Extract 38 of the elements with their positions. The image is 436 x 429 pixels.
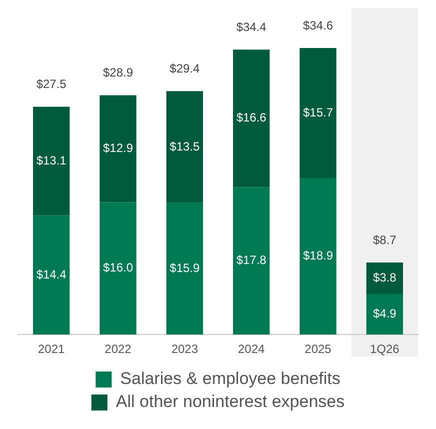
bar — [300, 178, 336, 335]
data-label: $17.8 — [236, 253, 267, 268]
total-label: $27.5 — [36, 77, 67, 92]
bar — [233, 50, 270, 188]
bar — [100, 202, 136, 335]
x-tick-label: 2022 — [104, 342, 132, 356]
data-label: $14.4 — [36, 267, 67, 282]
bar — [300, 48, 336, 178]
bar — [366, 262, 403, 294]
x-tick-label: 1Q26 — [370, 342, 400, 356]
data-label: $15.9 — [170, 261, 200, 276]
x-tick-label: 2024 — [238, 342, 266, 356]
total-label: $34.6 — [302, 18, 334, 32]
total-label: $8.7 — [372, 232, 397, 247]
x-tick-label: 2023 — [171, 342, 198, 356]
bar — [366, 294, 403, 335]
bar — [100, 95, 136, 202]
data-label: $16.0 — [102, 260, 134, 275]
data-label: $15.7 — [302, 105, 334, 120]
total-label: $28.9 — [102, 66, 134, 80]
bar — [166, 91, 203, 203]
bar — [166, 202, 203, 335]
total-label: $34.4 — [236, 20, 267, 34]
data-label: $13.5 — [170, 139, 200, 154]
data-label: $18.9 — [302, 248, 334, 263]
data-label: $4.9 — [372, 306, 397, 321]
x-tick-label: 2025 — [304, 342, 332, 356]
data-label: $13.1 — [36, 153, 67, 168]
data-label: $16.6 — [236, 110, 267, 125]
legend-label: Salaries & employee benefits — [120, 369, 340, 388]
total-label: $29.4 — [170, 61, 200, 76]
bar — [33, 106, 70, 216]
legend-label: All other noninterest expenses — [116, 392, 345, 412]
data-label: $3.8 — [372, 270, 397, 285]
bar — [33, 215, 70, 335]
bar — [233, 187, 270, 335]
data-label: $12.9 — [102, 140, 134, 155]
x-tick-label: 2021 — [38, 342, 66, 356]
